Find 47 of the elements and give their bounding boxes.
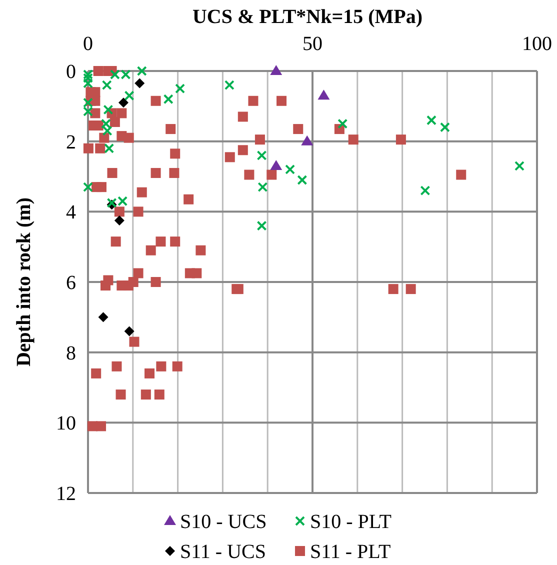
point — [98, 312, 108, 322]
point — [297, 175, 308, 186]
point — [426, 115, 436, 126]
point — [83, 182, 93, 192]
point — [110, 70, 120, 80]
y-tick-label: 0 — [66, 61, 76, 83]
point — [224, 80, 234, 90]
point — [338, 118, 348, 129]
legend-label: S10 - UCS — [180, 511, 267, 533]
y-tick-label: 4 — [66, 202, 76, 224]
y-tick-label: 8 — [66, 342, 76, 364]
point — [136, 66, 147, 76]
point — [258, 182, 268, 192]
point — [163, 94, 174, 104]
point — [440, 122, 450, 132]
point — [175, 84, 186, 94]
point — [124, 90, 134, 101]
point — [118, 196, 128, 206]
point — [118, 98, 128, 108]
point — [120, 70, 131, 80]
point — [114, 215, 124, 226]
point — [134, 78, 145, 88]
point — [102, 80, 112, 90]
point — [301, 135, 314, 146]
point — [256, 220, 267, 231]
y-tick-label: 2 — [66, 131, 76, 154]
point — [124, 326, 134, 336]
point — [514, 160, 524, 171]
point — [256, 150, 267, 160]
point — [285, 164, 296, 174]
legend-label: S11 - PLT — [310, 541, 391, 563]
y-axis-title: Depth into rock (m) — [13, 197, 35, 367]
x-tick-label: 50 — [302, 33, 322, 55]
legend-label: S11 - UCS — [180, 541, 266, 563]
x-tick-label: 0 — [83, 33, 93, 55]
point — [318, 90, 330, 100]
x-tick-label: 100 — [522, 33, 552, 55]
y-tick-label: 6 — [66, 272, 76, 294]
point — [270, 160, 282, 170]
y-tick-label: 10 — [56, 412, 76, 435]
point — [420, 186, 430, 196]
point — [270, 65, 282, 75]
x-axis-title: UCS & PLT*Nk=15 (MPa) — [192, 6, 423, 28]
point — [104, 143, 114, 154]
point — [103, 104, 114, 115]
legend-label: S10 - PLT — [310, 511, 392, 533]
y-tick-label: 12 — [56, 483, 76, 505]
